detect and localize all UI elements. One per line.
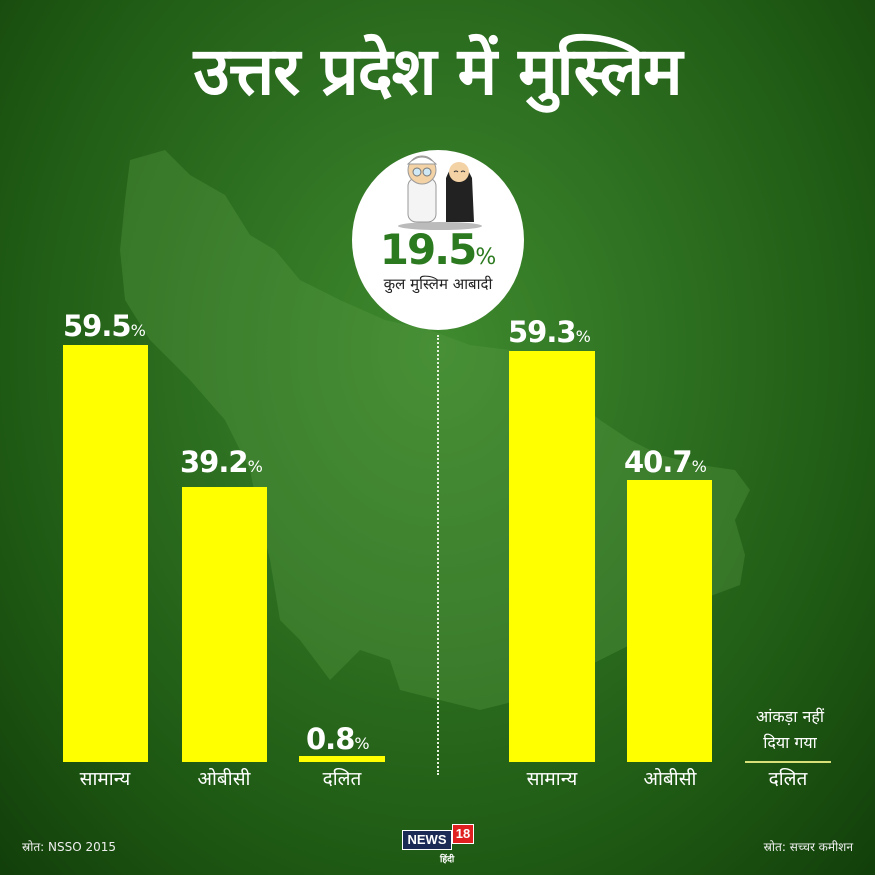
category-label-obc: ओबीसी [643,768,697,790]
source-left: स्रोत: NSSO 2015 [22,840,117,854]
bar-value-general-nsso: 59.5% [63,309,146,343]
bar-obc-sachar [627,480,712,762]
total-muslim-caption: कुल मुस्लिम आबादी [383,275,493,293]
category-label-obc: ओबीसी [197,768,251,790]
logo-18-text: 18 [452,824,474,844]
muslim-couple-icon [398,155,482,230]
category-label-general: सामान्य [526,768,578,790]
bar-value-obc-sachar: 40.7% [624,445,707,479]
bar-value-dalit-nsso: 0.8% [306,722,370,756]
page-title: उत्तर प्रदेश में मुस्लिम [193,33,682,110]
dalit-note-underline [745,761,831,763]
bar-value-obc-nsso: 39.2% [180,445,263,479]
bar-dalit-nsso [299,756,385,762]
note-line-2: दिया गया [763,733,817,752]
source-right: स्रोत: सच्चर कमीशन [763,840,853,854]
bar-general-nsso [63,345,148,762]
panel-divider [437,335,439,775]
bar-general-sachar [509,351,595,762]
category-label-general: सामान्य [79,768,131,790]
note-line-1: आंकड़ा नहीं [756,707,824,726]
total-muslim-percent: 19.5% [379,225,497,274]
category-label-dalit: दलित [322,768,362,790]
summary-circle [352,150,524,330]
bar-value-general-sachar: 59.3% [508,315,591,349]
bar-obc-nsso [182,487,267,762]
logo-news-text: NEWS [402,830,452,850]
dalit-data-not-given-note: आंकड़ा नहीं दिया गया [730,704,850,756]
logo-hindi-text: हिंदी [440,855,455,865]
category-label-dalit: दलित [768,768,808,790]
